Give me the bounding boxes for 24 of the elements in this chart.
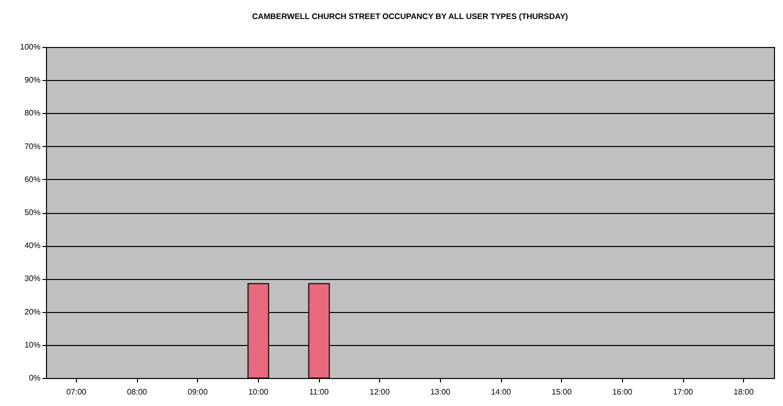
y-tick-label: 80% <box>24 108 40 118</box>
y-tick-label: 20% <box>24 307 40 316</box>
x-tick-label: 17:00 <box>672 388 694 396</box>
y-tick-label: 30% <box>24 274 40 284</box>
y-tick-label: 0% <box>28 374 40 382</box>
y-tick-label: 70% <box>24 142 40 151</box>
y-tick-label: 50% <box>24 208 40 217</box>
x-tick-label: 15:00 <box>552 388 572 396</box>
x-tick-label: 12:00 <box>370 388 390 396</box>
x-tick-label: 07:00 <box>66 388 87 396</box>
y-tick-label: 10% <box>24 340 40 350</box>
x-tick-label: 10:00 <box>248 388 269 396</box>
x-tick-label: 09:00 <box>188 388 208 396</box>
y-tick-label: 100% <box>20 42 40 52</box>
x-tick-label: 14:00 <box>490 388 512 396</box>
y-tick-label: 90% <box>24 76 40 85</box>
chart-title: CAMBERWELL CHURCH STREET OCCUPANCY BY ALL USER TYPES (THURSDAY) <box>252 12 568 21</box>
x-tick-label: 18:00 <box>734 388 754 396</box>
x-tick-label: 11:00 <box>309 388 330 396</box>
y-tick-label: 40% <box>24 241 40 250</box>
x-tick-label: 13:00 <box>430 388 451 396</box>
y-tick-label: 60% <box>24 174 40 184</box>
x-tick-label: 16:00 <box>612 388 633 396</box>
x-tick-label: 08:00 <box>126 388 148 396</box>
